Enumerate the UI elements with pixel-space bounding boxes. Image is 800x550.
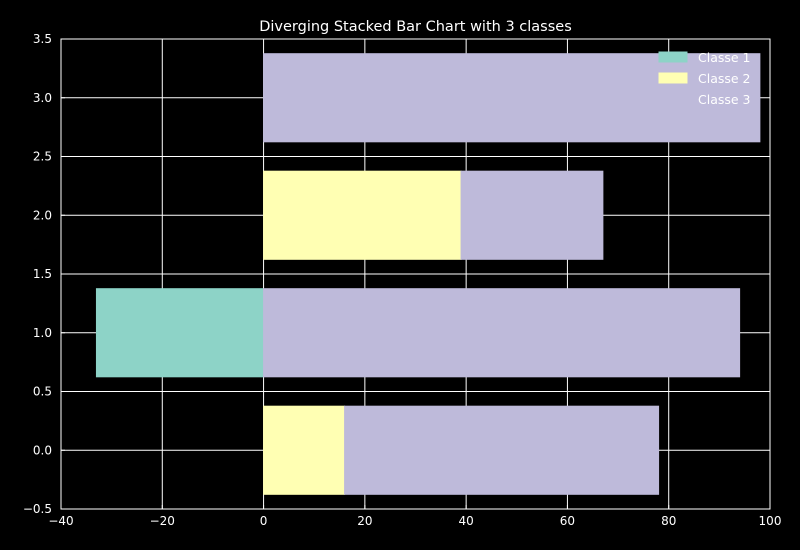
legend-swatch-3 bbox=[658, 93, 688, 105]
bar-segment-1 bbox=[95, 288, 265, 378]
y-tick-label: 2.0 bbox=[33, 208, 52, 222]
x-tick-label: 20 bbox=[357, 514, 372, 528]
x-axis: −40 −20 0 20 40 60 80 100 bbox=[48, 505, 781, 528]
legend-swatch-1 bbox=[658, 51, 688, 63]
y-tick-label: 1.5 bbox=[33, 267, 52, 281]
bar-segment-2 bbox=[263, 170, 462, 260]
legend-label-3: Classe 3 bbox=[698, 92, 751, 107]
x-tick-label: 60 bbox=[560, 514, 575, 528]
x-tick-label: 40 bbox=[459, 514, 474, 528]
x-tick-label: −20 bbox=[150, 514, 175, 528]
y-tick-label: −0.5 bbox=[23, 502, 52, 516]
x-tick-label: −40 bbox=[48, 514, 73, 528]
legend: Classe 1 Classe 2 Classe 3 bbox=[658, 50, 751, 107]
bar-segment-3 bbox=[460, 170, 604, 260]
legend-label-2: Classe 2 bbox=[698, 71, 751, 86]
y-tick-label: 3.5 bbox=[33, 32, 52, 46]
bar-segment-2 bbox=[263, 405, 346, 495]
bars bbox=[95, 53, 761, 495]
y-tick-label: 0.5 bbox=[33, 385, 52, 399]
x-tick-label: 80 bbox=[661, 514, 676, 528]
y-tick-label: 0.0 bbox=[33, 443, 52, 457]
y-tick-label: 2.5 bbox=[33, 150, 52, 164]
y-tick-label: 3.0 bbox=[33, 91, 52, 105]
bar-segment-3 bbox=[263, 288, 741, 378]
x-tick-label: 100 bbox=[759, 514, 782, 528]
x-tick-label: 0 bbox=[260, 514, 268, 528]
bar-segment-3 bbox=[344, 405, 660, 495]
chart-title: Diverging Stacked Bar Chart with 3 class… bbox=[259, 19, 572, 35]
y-tick-label: 1.0 bbox=[33, 326, 52, 340]
y-axis: −0.5 0.0 0.5 1.0 1.5 2.0 2.5 3.0 3.5 bbox=[23, 32, 65, 516]
legend-label-1: Classe 1 bbox=[698, 50, 751, 65]
legend-swatch-2 bbox=[658, 72, 688, 84]
